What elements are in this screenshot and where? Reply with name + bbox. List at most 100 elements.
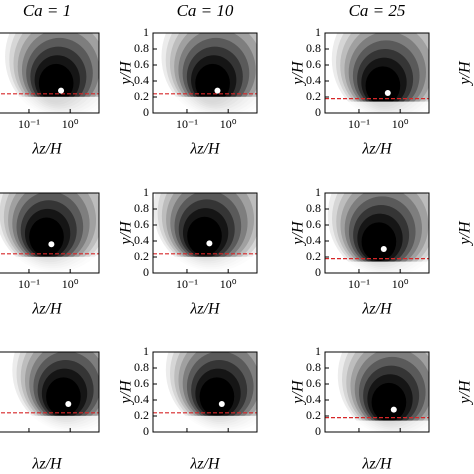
x-axis-label: λz/H (31, 141, 63, 158)
x-tick-label: 10⁰ (220, 277, 237, 291)
peak-dot (218, 401, 225, 407)
y-tick-label: 0.4 (306, 73, 321, 87)
below-floor (153, 415, 257, 432)
x-tick-label: 10⁻¹ (18, 277, 40, 291)
contour-level (46, 377, 81, 416)
peak-dot (206, 240, 213, 247)
y-tick-label: 0 (315, 424, 321, 438)
y-tick-label: 0.2 (306, 249, 321, 263)
y-tick-label: 0.8 (134, 41, 149, 55)
contour-field (153, 193, 257, 273)
y-axis-label: y/H (457, 379, 474, 406)
x-axis-label: λz/H (189, 301, 221, 318)
contour-field (153, 33, 257, 113)
y-tick-label: 1 (143, 185, 149, 199)
y-axis-label: y/H (290, 60, 307, 87)
peak-dot (65, 401, 72, 407)
frame (152, 351, 258, 433)
peak-dot (214, 87, 221, 94)
y-axis-label: y/H (118, 60, 135, 87)
x-tick-label: 10⁰ (220, 117, 237, 131)
panel-title: Ca = 1 (23, 1, 71, 20)
y-axis-label: y/H (118, 379, 135, 406)
y-tick-label: 0.2 (134, 249, 149, 263)
y-tick-label: 0.4 (134, 233, 149, 247)
y-tick-label: 0 (315, 265, 321, 279)
below-floor (325, 261, 429, 273)
y-axis-label: y/H (457, 60, 474, 87)
x-axis-label: λz/H (189, 456, 221, 473)
below-floor (153, 96, 257, 113)
x-tick-label: 10⁰ (62, 117, 79, 131)
x-axis-label: λz/H (31, 456, 63, 473)
y-tick-label: 1 (315, 25, 321, 39)
y-tick-label: 0 (315, 105, 321, 119)
panel-title: Ca = 25 (349, 1, 406, 20)
y-tick-label: 0.2 (306, 408, 321, 422)
x-tick-label: 10⁻¹ (348, 117, 370, 131)
x-tick-label: 10⁻¹ (176, 117, 198, 131)
y-tick-label: 0.4 (306, 392, 321, 406)
x-axis-label: λz/H (361, 141, 393, 158)
y-tick-label: 0.2 (134, 408, 149, 422)
contour-level (365, 66, 401, 105)
frame (152, 192, 258, 274)
y-tick-label: 0.8 (306, 360, 321, 374)
frame (152, 32, 258, 114)
peak-dot (58, 87, 65, 94)
frame (324, 351, 430, 433)
peak-dot (390, 406, 397, 413)
y-tick-label: 0.6 (134, 217, 149, 231)
y-tick-label: 0 (143, 105, 149, 119)
x-axis-label: λz/H (31, 301, 63, 318)
y-tick-label: 0.6 (134, 57, 149, 71)
x-axis-label: λz/H (361, 456, 393, 473)
frame (0, 32, 100, 114)
contour-field (153, 352, 257, 432)
x-tick-label: 10⁻¹ (176, 277, 198, 291)
contour-level (195, 63, 230, 103)
x-tick-label: 10⁰ (62, 277, 79, 291)
y-axis-label: y/H (290, 379, 307, 406)
below-floor (0, 256, 99, 273)
frame (324, 32, 430, 114)
frame (0, 351, 100, 433)
contour-level (38, 63, 74, 103)
contour-level (29, 217, 64, 257)
peak-dot (48, 241, 55, 248)
contour-field (325, 33, 429, 113)
below-floor (0, 415, 99, 432)
x-tick-label: 10⁻¹ (18, 117, 40, 131)
y-axis-label: y/H (290, 220, 307, 247)
y-tick-label: 0.6 (306, 57, 321, 71)
y-tick-label: 0.6 (306, 217, 321, 231)
y-tick-label: 1 (315, 185, 321, 199)
contour-field (0, 352, 99, 432)
x-tick-label: 10⁰ (392, 277, 409, 291)
y-tick-label: 0.8 (134, 201, 149, 215)
y-tick-label: 1 (315, 344, 321, 358)
contour-field (0, 193, 99, 273)
frame (0, 192, 100, 274)
contour-level (371, 382, 407, 422)
y-tick-label: 0.8 (306, 201, 321, 215)
y-tick-label: 0.4 (134, 392, 149, 406)
below-floor (153, 256, 257, 273)
y-tick-label: 0.2 (306, 89, 321, 103)
y-tick-label: 0.4 (134, 73, 149, 87)
y-tick-label: 0.6 (306, 376, 321, 390)
y-tick-label: 0.8 (134, 360, 149, 374)
y-tick-label: 0 (143, 265, 149, 279)
y-tick-label: 0.2 (134, 89, 149, 103)
contour-level (199, 377, 235, 416)
y-tick-label: 1 (143, 25, 149, 39)
y-tick-label: 1 (143, 344, 149, 358)
contour-field (325, 193, 429, 273)
peak-dot (384, 90, 391, 96)
contour-level (361, 222, 397, 261)
x-axis-label: λz/H (189, 141, 221, 158)
x-tick-label: 10⁰ (392, 117, 409, 131)
y-tick-label: 0.4 (306, 233, 321, 247)
x-tick-label: 10⁻¹ (348, 277, 370, 291)
